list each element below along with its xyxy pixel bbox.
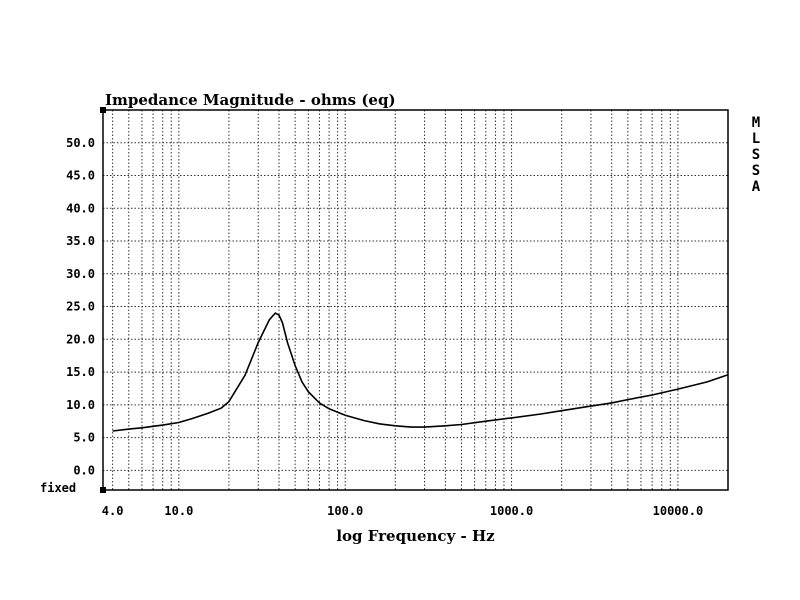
side-label-letter: M: [752, 115, 760, 131]
side-label-letter: L: [752, 131, 760, 147]
side-label-letter: S: [752, 163, 760, 179]
y-tick-label: 35.0: [66, 234, 95, 248]
y-tick-label: 45.0: [66, 169, 95, 183]
side-label-letter: S: [752, 147, 760, 163]
y-tick-label: 40.0: [66, 201, 95, 215]
corner-marker: [100, 487, 106, 493]
x-tick-label: 100.0: [327, 504, 363, 518]
impedance-curve: [112, 312, 729, 432]
chart-title: Impedance Magnitude - ohms (eq): [105, 91, 396, 109]
x-tick-label: 1000.0: [490, 504, 533, 518]
y-tick-label: 30.0: [66, 267, 95, 281]
grid-lines: [103, 110, 728, 490]
y-tick-label: 0.0: [73, 463, 95, 477]
side-label-letter: A: [752, 179, 761, 195]
corner-marker: [100, 107, 106, 113]
y-tick-label: 50.0: [66, 136, 95, 150]
y-tick-label: 10.0: [66, 398, 95, 412]
x-tick-labels: 4.0 10.0 100.0 1000.0 10000.0: [102, 504, 703, 518]
y-tick-label: 15.0: [66, 365, 95, 379]
x-tick-label: 10000.0: [653, 504, 704, 518]
x-axis-label: log Frequency - Hz: [336, 527, 495, 545]
fixed-scale-label: fixed: [40, 481, 76, 495]
y-tick-label: 25.0: [66, 300, 95, 314]
plot-frame: [102, 109, 729, 491]
y-tick-label: 5.0: [73, 431, 95, 445]
x-tick-label: 10.0: [164, 504, 193, 518]
frame-corner-marks: [100, 107, 106, 493]
y-tick-label: 20.0: [66, 332, 95, 346]
x-tick-label: 4.0: [102, 504, 124, 518]
y-tick-labels: 50.0 45.0 40.0 35.0 30.0 25.0 20.0 15.0 10.0 5.0 0…: [66, 136, 95, 478]
